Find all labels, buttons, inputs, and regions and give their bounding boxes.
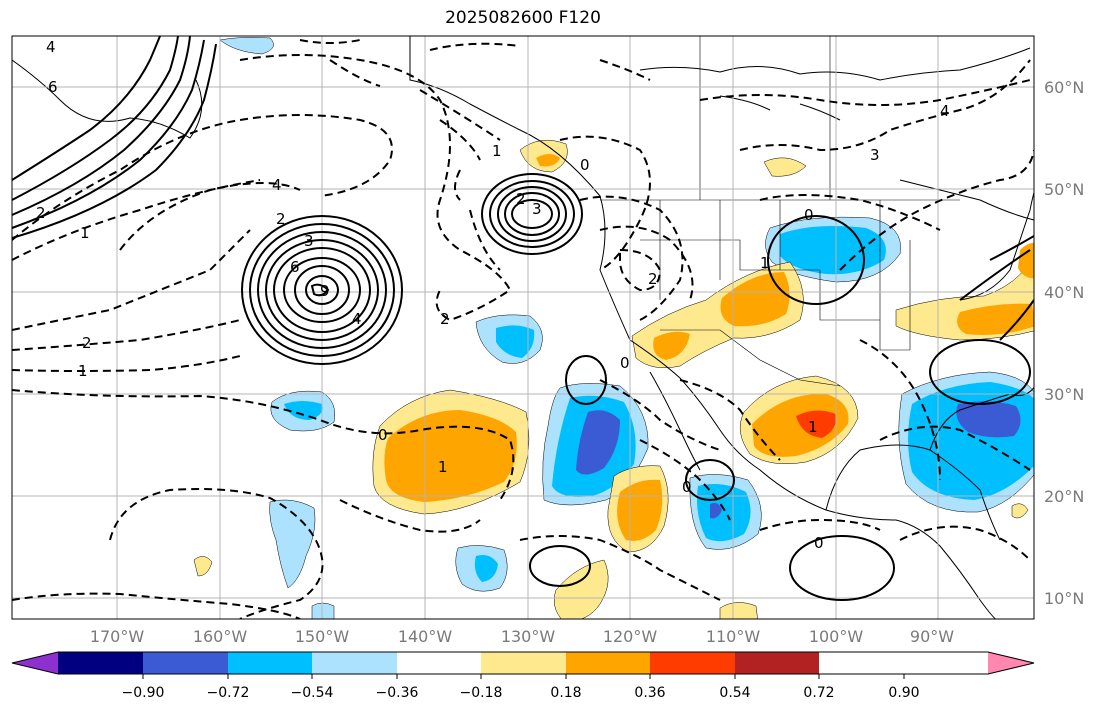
lon-label: 150°W bbox=[295, 627, 350, 646]
shading-layer bbox=[193, 37, 1034, 619]
longitude-labels: 170°W 160°W 150°W 140°W 130°W 120°W 110°… bbox=[90, 627, 954, 646]
colorbar-tick-label: −0.72 bbox=[207, 685, 250, 701]
contour-label: 0 bbox=[580, 156, 590, 174]
borders bbox=[409, 36, 960, 387]
contour-label: 2 bbox=[82, 334, 92, 352]
colorbar-tick-labels: −0.90 −0.72 −0.54 −0.36 −0.18 0.18 0.36 … bbox=[122, 685, 920, 701]
lat-label: 40°N bbox=[1044, 283, 1084, 302]
contour-label: 6 bbox=[48, 78, 58, 96]
contour-label: 4 bbox=[352, 310, 362, 328]
contour-label: 0 bbox=[682, 478, 692, 496]
contour-label: 6 bbox=[290, 258, 300, 276]
colorbar-segment bbox=[228, 652, 312, 674]
colorbar-segment bbox=[312, 652, 397, 674]
chart-title: 2025082600 F120 bbox=[445, 8, 601, 28]
lon-label: 100°W bbox=[809, 627, 864, 646]
colorbar-tick-label: −0.54 bbox=[291, 685, 334, 701]
colorbar-tick-label: 0.18 bbox=[550, 685, 581, 701]
colorbar: −0.90 −0.72 −0.54 −0.36 −0.18 0.18 0.36 … bbox=[11, 651, 1035, 701]
contour-labels: 4 6 2 1 4 2 3 6 4 9 1 2 3 0 2 0 0 0 0 0 … bbox=[36, 38, 950, 552]
solid-contours bbox=[12, 36, 1034, 601]
contour-label: 3 bbox=[532, 200, 542, 218]
lon-label: 120°W bbox=[603, 627, 658, 646]
colorbar-tick-label: 0.54 bbox=[719, 685, 750, 701]
contour-label: 4 bbox=[46, 38, 56, 56]
colorbar-tick-label: 0.36 bbox=[634, 685, 665, 701]
contour-label: 1 bbox=[808, 418, 818, 436]
colorbar-tick-label: 0.72 bbox=[803, 685, 834, 701]
lat-label: 20°N bbox=[1044, 487, 1084, 506]
colorbar-segments bbox=[58, 652, 819, 674]
contour-label: 2 bbox=[276, 210, 286, 228]
negative-anomaly-strong bbox=[576, 401, 1021, 519]
contour-label: 0 bbox=[814, 534, 824, 552]
contour-label: 3 bbox=[304, 232, 314, 250]
colorbar-segment bbox=[735, 652, 819, 674]
lat-label: 50°N bbox=[1044, 180, 1084, 199]
dashed-contours bbox=[12, 39, 1034, 619]
contour-label: 1 bbox=[760, 254, 770, 272]
contour-label: 0 bbox=[804, 206, 814, 224]
contour-label: 4 bbox=[940, 102, 950, 120]
colorbar-segment bbox=[566, 652, 650, 674]
contour-label: 1 bbox=[78, 362, 88, 380]
lon-label: 90°W bbox=[910, 627, 954, 646]
contour-label: 0 bbox=[378, 426, 388, 444]
colorbar-extend-high bbox=[988, 652, 1034, 674]
colorbar-ticks bbox=[142, 674, 905, 679]
colorbar-tick-label: −0.90 bbox=[122, 685, 165, 701]
contour-label: 1 bbox=[80, 224, 90, 242]
colorbar-segment bbox=[481, 652, 566, 674]
colorbar-outline bbox=[11, 651, 1035, 675]
colorbar-tick-label: −0.36 bbox=[376, 685, 419, 701]
colorbar-segment bbox=[58, 652, 143, 674]
colorbar-tick-label: −0.18 bbox=[460, 685, 503, 701]
colorbar-extend-low bbox=[12, 652, 58, 674]
lon-label: 160°W bbox=[193, 627, 248, 646]
map-frame bbox=[11, 35, 1035, 620]
contour-label: 0 bbox=[620, 354, 630, 372]
lon-label: 130°W bbox=[501, 627, 556, 646]
contour-label: 2 bbox=[36, 204, 46, 222]
contour-label: 4 bbox=[272, 176, 282, 194]
positive-anomaly-strong bbox=[796, 410, 837, 438]
lat-label: 10°N bbox=[1044, 589, 1084, 608]
contour-label: 9 bbox=[320, 282, 330, 300]
contour-label: 1 bbox=[438, 458, 448, 476]
lon-label: 110°W bbox=[706, 627, 761, 646]
latitude-labels: 60°N 50°N 40°N 30°N 20°N 10°N bbox=[1044, 78, 1084, 608]
colorbar-tick-label: 0.90 bbox=[888, 685, 919, 701]
lon-label: 170°W bbox=[90, 627, 145, 646]
contour-label: 1 bbox=[492, 142, 502, 160]
colorbar-segment bbox=[397, 652, 481, 674]
lat-label: 60°N bbox=[1044, 78, 1084, 97]
contour-label: 2 bbox=[516, 190, 526, 208]
lat-label: 30°N bbox=[1044, 385, 1084, 404]
lon-label: 140°W bbox=[398, 627, 453, 646]
colorbar-segment bbox=[650, 652, 735, 674]
colorbar-segment bbox=[143, 652, 228, 674]
contour-label: 2 bbox=[648, 270, 658, 288]
contour-label: 3 bbox=[870, 146, 880, 164]
contour-label: 2 bbox=[440, 310, 450, 328]
